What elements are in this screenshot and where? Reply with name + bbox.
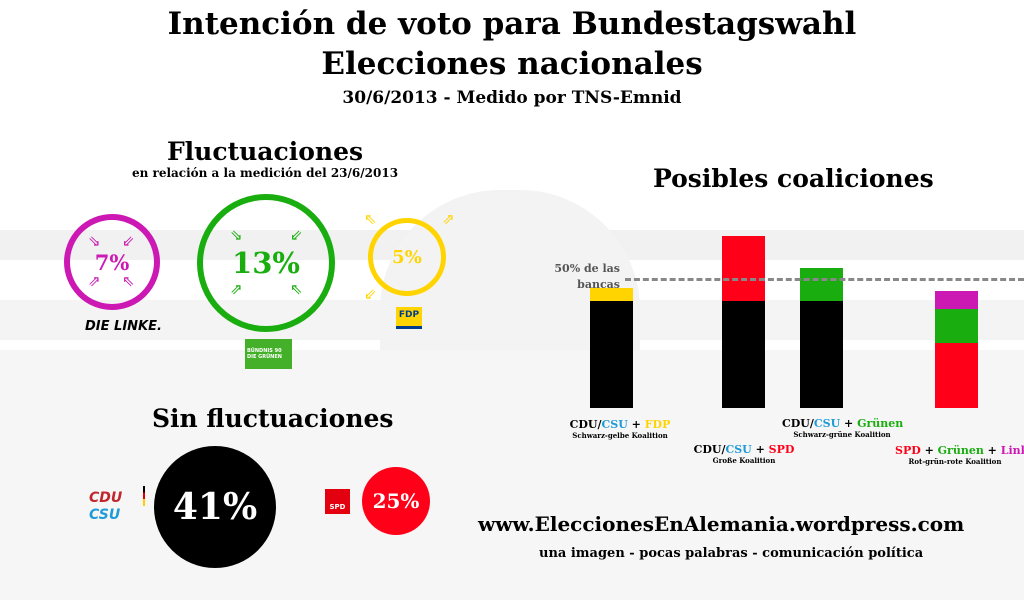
cdu-circle: 41% [154, 446, 276, 568]
arrow-icon: ⇙ [364, 285, 377, 303]
arrow-icon: ⇖ [290, 280, 303, 298]
spd-circle: 25% [362, 467, 430, 535]
csu-logo: CSU [89, 507, 121, 523]
bar-segment-grnen [800, 267, 843, 302]
arrow-icon: ⇙ [122, 232, 135, 250]
gruene-value: 13% [232, 246, 300, 280]
fdp-logo: FDP [396, 307, 422, 329]
arrow-icon: ⇖ [122, 272, 135, 290]
coal-label-3: CDU/CSU + Grünen Schwarz-grüne Koalition [782, 417, 904, 439]
arrow-icon: ⇗ [88, 272, 101, 290]
gruene-logo: BÜNDNIS 90 DIE GRÜNEN [245, 339, 292, 369]
spd-value: 25% [372, 489, 420, 513]
linke-logo: DIE LINKE. [85, 319, 162, 334]
fluct-subtitle: en relación a la medición del 23/6/2013 [131, 166, 399, 180]
gruene-circle: 13% [197, 194, 335, 332]
fdp-circle: 5% [368, 218, 446, 296]
linke-value: 7% [94, 249, 130, 275]
arrow-icon: ⇘ [88, 232, 101, 250]
linke-circle: 7% [64, 214, 160, 310]
bg-building [0, 350, 1024, 600]
bar-segment-spd [722, 236, 765, 302]
arrow-icon: ⇗ [442, 210, 455, 228]
fluct-title: Fluctuaciones [166, 137, 364, 166]
coal-label-2: CDU/CSU + SPD Große Koalition [693, 443, 795, 465]
footer-url[interactable]: www.EleccionesEnAlemania.wordpress.com [478, 512, 965, 536]
bar-segment-fdp [590, 288, 633, 302]
subtitle: 30/6/2013 - Medido por TNS-Emnid [342, 88, 682, 108]
title: Intención de voto para Bundestagswahl [167, 6, 857, 42]
cdu-logo: CDU [89, 490, 123, 506]
coal-label-4: SPD + Grünen + LinkeRot-grün-rote Koalit… [895, 444, 1024, 466]
german-flag-icon [143, 486, 145, 506]
arrow-icon: ⇘ [230, 226, 243, 244]
arrow-icon: ⇖ [364, 210, 377, 228]
sin-title: Sin fluctuaciones [152, 404, 394, 433]
bar-segment-spd [935, 343, 978, 408]
title-2: Elecciones nacionales [321, 46, 703, 82]
arrow-icon: ⇙ [290, 226, 303, 244]
threshold-line [625, 278, 1024, 281]
arrow-icon: ⇗ [230, 280, 243, 298]
fdp-value: 5% [392, 246, 422, 268]
spd-logo: SPD [325, 489, 350, 514]
footer-tagline: una imagen - pocas palabras - comunicaci… [539, 546, 924, 561]
threshold-label: 50% de las bancas [510, 262, 620, 291]
cdu-value: 41% [172, 486, 258, 528]
threshold-label-1: 50% de las [554, 262, 620, 275]
coal-title: Posibles coaliciones [653, 164, 934, 193]
bar-segment-cducsu [590, 301, 633, 408]
bar-segment-grnen [935, 309, 978, 343]
bar-segment-linke [935, 291, 978, 310]
bar-segment-cducsu [722, 301, 765, 408]
coal-label-1: CDU/CSU + FDP Schwarz-gelbe Koalition [569, 418, 671, 440]
bar-segment-cducsu [800, 301, 843, 408]
threshold-label-2: bancas [577, 278, 620, 291]
